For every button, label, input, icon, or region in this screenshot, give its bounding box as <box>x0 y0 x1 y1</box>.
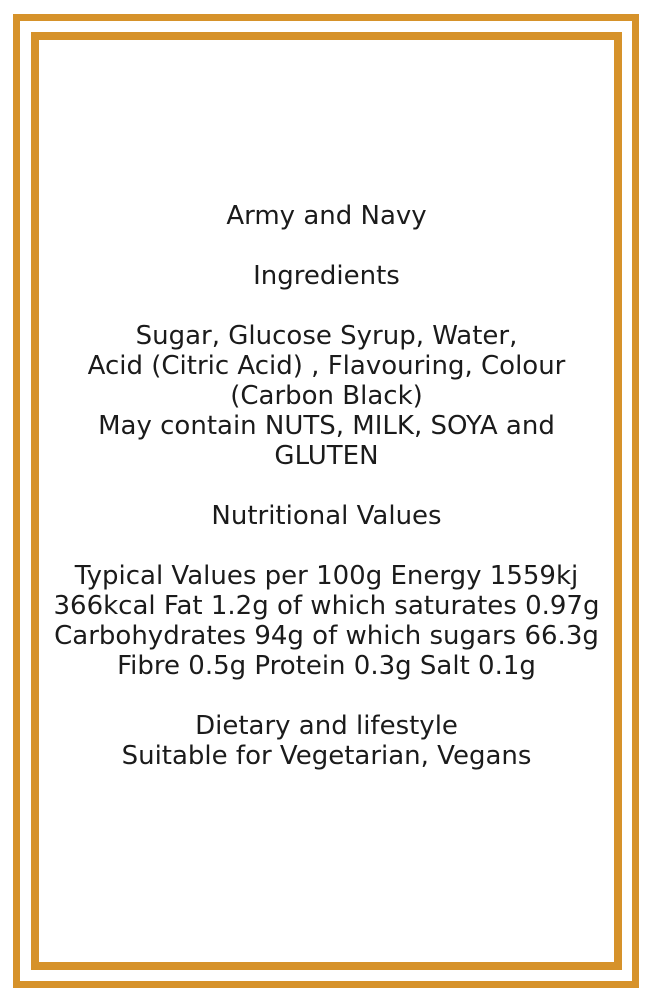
nutrition-line: Fibre 0.5g Protein 0.3g Salt 0.1g <box>117 651 536 681</box>
ingredients-line: Acid (Citric Acid) , Flavouring, Colour <box>87 351 566 381</box>
nutrition-line: Typical Values per 100g Energy 1559kj <box>74 561 579 591</box>
dietary-heading: Dietary and lifestyle <box>195 711 458 741</box>
spacer <box>40 681 613 711</box>
ingredients-line: (Carbon Black) <box>230 381 423 411</box>
spacer <box>40 291 613 321</box>
ingredients-heading: Ingredients <box>253 261 400 291</box>
ingredients-line: May contain NUTS, MILK, SOYA and <box>98 411 555 441</box>
label-content: Army and Navy Ingredients Sugar, Glucose… <box>40 40 613 961</box>
dietary-line: Suitable for Vegetarian, Vegans <box>121 741 532 771</box>
nutrition-heading: Nutritional Values <box>211 501 442 531</box>
nutrition-line: Carbohydrates 94g of which sugars 66.3g <box>54 621 599 651</box>
product-name: Army and Navy <box>226 201 427 231</box>
nutrition-line: 366kcal Fat 1.2g of which saturates 0.97… <box>53 591 600 621</box>
spacer <box>40 471 613 501</box>
ingredients-line: Sugar, Glucose Syrup, Water, <box>135 321 518 351</box>
spacer <box>40 531 613 561</box>
spacer <box>40 231 613 261</box>
ingredients-line: GLUTEN <box>274 441 379 471</box>
